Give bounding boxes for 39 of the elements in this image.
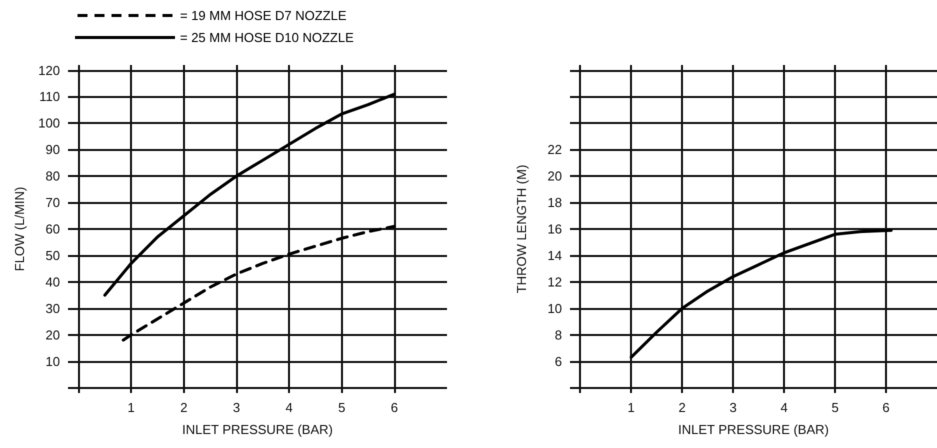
x-tick-label: 5 (831, 400, 839, 415)
legend-label: = 19 MM HOSE D7 NOZZLE (180, 8, 347, 23)
y-axis-title: FLOW (L/MIN) (12, 186, 27, 272)
x-tick-label: 4 (780, 400, 788, 415)
y-tick-label: 100 (38, 116, 60, 131)
y-tick-label: 90 (46, 142, 60, 158)
x-tick-label: 1 (628, 400, 635, 415)
y-tick-label: 8 (554, 327, 562, 342)
x-tick-label: 6 (390, 400, 398, 415)
y-tick-label: 12 (548, 274, 562, 290)
y-axis-title: THROW LENGTH (M) (514, 164, 529, 294)
y-tick-label: 18 (548, 195, 562, 210)
y-tick-label: 20 (548, 168, 562, 184)
x-tick-label: 3 (729, 400, 737, 415)
y-tick-label: 14 (548, 248, 562, 263)
y-tick-label: 80 (46, 168, 60, 184)
y-tick-label: 70 (46, 195, 60, 210)
y-tick-label: 16 (548, 222, 562, 236)
x-tick-label: 4 (285, 400, 293, 415)
x-tick-label: 2 (678, 400, 686, 415)
y-tick-label: 110 (39, 89, 60, 104)
x-tick-label: 3 (232, 400, 240, 415)
x-tick-label: 2 (180, 400, 188, 415)
y-tick-label: 120 (38, 62, 60, 78)
y-tick-label: 10 (46, 354, 60, 369)
y-tick-label: 6 (554, 354, 562, 369)
x-tick-label: 6 (882, 400, 890, 415)
y-tick-label: 60 (46, 222, 60, 236)
legend-label: = 25 MM HOSE D10 NOZZLE (180, 30, 354, 45)
y-tick-label: 10 (548, 300, 562, 316)
y-tick-label: 22 (548, 142, 562, 158)
x-tick-label: 5 (338, 400, 346, 415)
y-tick-label: 30 (46, 300, 60, 316)
y-tick-label: 50 (46, 248, 60, 263)
y-tick-label: 40 (46, 274, 60, 290)
y-tick-label: 20 (46, 327, 60, 342)
x-axis-title: INLET PRESSURE (BAR) (182, 422, 333, 437)
x-tick-label: 1 (128, 400, 135, 415)
x-axis-title: INLET PRESSURE (BAR) (678, 422, 829, 437)
